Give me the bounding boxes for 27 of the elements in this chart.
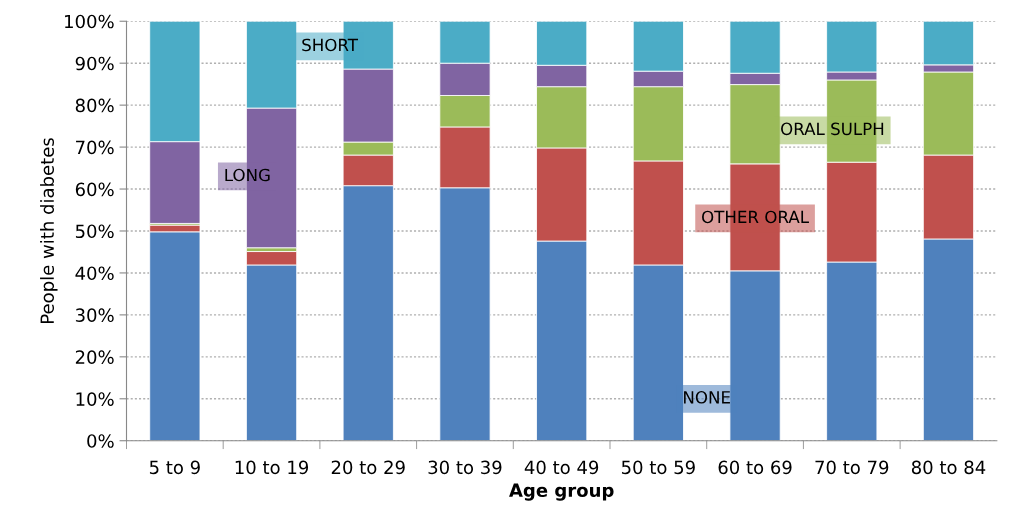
x-tick-label: 50 to 59 <box>621 460 695 475</box>
series-label: SHORT <box>302 38 359 52</box>
series-label: LONG <box>225 168 270 182</box>
x-tick-label: 70 to 79 <box>815 460 889 475</box>
series-label: OTHER ORAL <box>702 210 809 224</box>
y-tick-label: 50% <box>75 224 114 239</box>
y-tick-label: 70% <box>76 140 114 155</box>
y-tick-label: 80% <box>75 98 114 113</box>
y-tick-label: 90% <box>75 56 114 71</box>
x-tick-label: 80 to 84 <box>911 460 986 475</box>
y-tick-label: 40% <box>75 266 114 281</box>
y-tick-label: 20% <box>75 350 114 364</box>
x-axis-title: Age group <box>509 483 614 501</box>
y-tick-label: 100% <box>65 14 114 29</box>
series-label: ORAL SULPH <box>781 122 884 136</box>
series-label: NONE <box>684 391 730 404</box>
x-tick-label: 20 to 29 <box>331 460 405 475</box>
y-axis-title: People with diabetes <box>40 138 58 323</box>
y-tick-label: 60% <box>75 182 114 197</box>
x-tick-label: 30 to 39 <box>428 460 502 475</box>
y-tick-label: 30% <box>75 308 114 322</box>
x-tick-label: 40 to 49 <box>524 460 599 475</box>
x-tick-label: 60 to 69 <box>718 460 792 475</box>
x-tick-label: 10 to 19 <box>235 460 309 475</box>
x-tick-label: 5 to 9 <box>149 460 200 475</box>
y-tick-label: 10% <box>76 392 114 406</box>
y-tick-label: 0% <box>87 434 114 448</box>
